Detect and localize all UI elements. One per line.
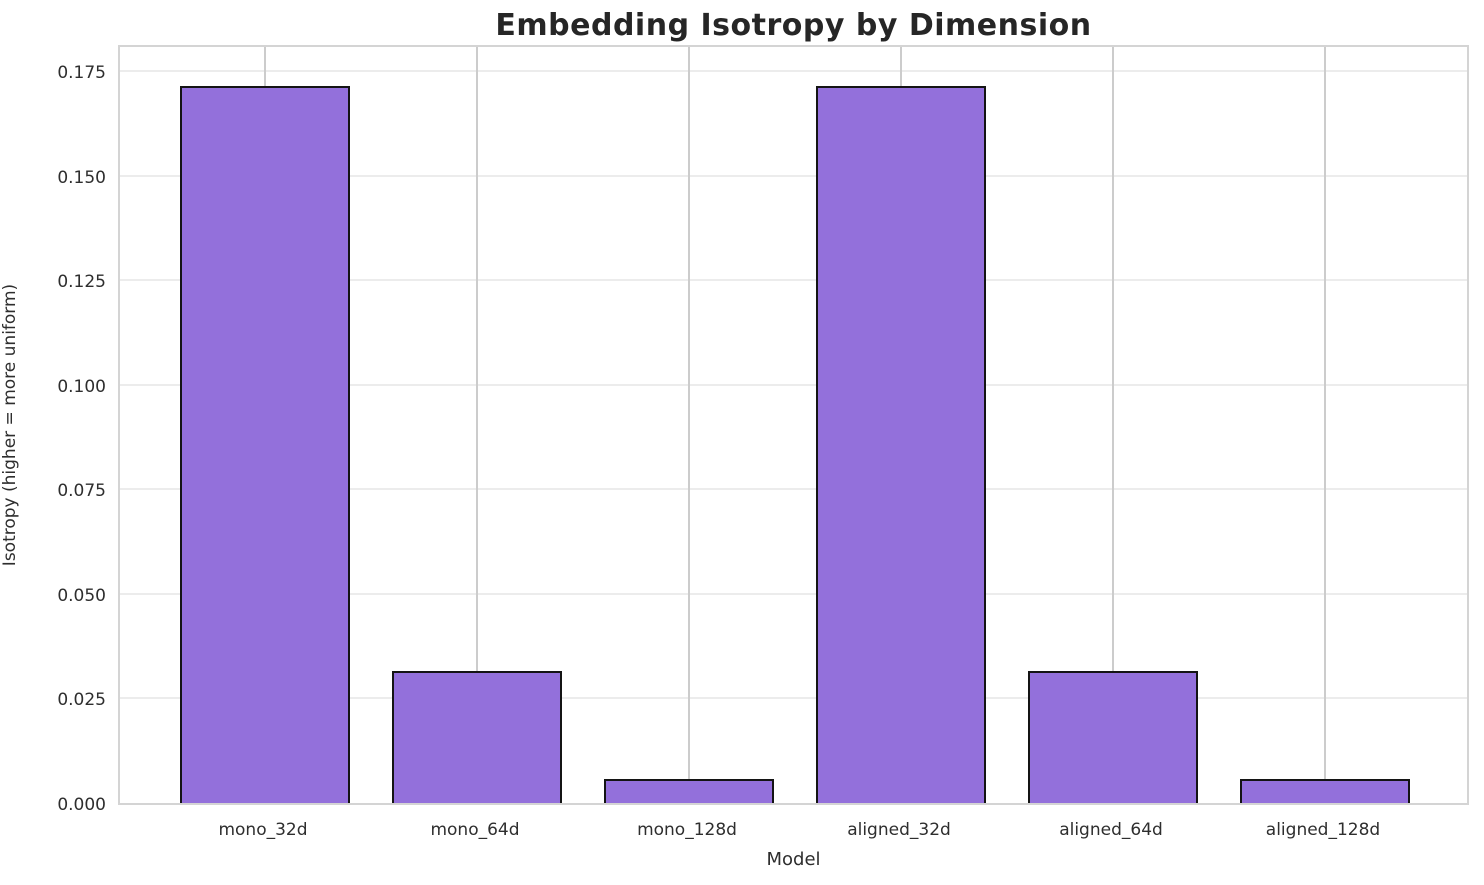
gridline-horizontal — [120, 383, 1467, 386]
plot-area — [118, 45, 1469, 805]
gridline-horizontal — [120, 279, 1467, 282]
x-tick-label-aligned_128d: aligned_128d — [1265, 820, 1381, 840]
chart-title: Embedding Isotropy by Dimension — [495, 8, 1092, 43]
x-tick-label-mono_128d: mono_128d — [637, 820, 737, 840]
gridline-horizontal — [120, 174, 1467, 177]
gridline-vertical — [1112, 47, 1114, 803]
y-tick-label: 0.150 — [57, 167, 106, 188]
bar-aligned_64d — [1028, 670, 1198, 803]
gridline-horizontal — [120, 697, 1467, 700]
x-tick-label-aligned_64d: aligned_64d — [1059, 820, 1163, 840]
y-tick-label: 0.025 — [57, 690, 106, 711]
y-tick-label: 0.050 — [57, 585, 106, 606]
gridline-vertical — [688, 47, 690, 803]
bar-aligned_128d — [1240, 779, 1410, 803]
x-axis-label: Model — [766, 849, 821, 870]
y-tick-label: 0.075 — [57, 481, 106, 502]
x-tick-label-aligned_32d: aligned_32d — [847, 820, 951, 840]
bar-mono_128d — [604, 779, 774, 803]
y-axis-label: Isotropy (higher = more uniform) — [0, 283, 20, 567]
gridline-horizontal — [120, 70, 1467, 73]
y-tick-label: 0.100 — [57, 376, 106, 397]
bar-mono_32d — [180, 85, 350, 803]
gridline-vertical — [476, 47, 478, 803]
x-tick-label-mono_32d: mono_32d — [218, 820, 308, 840]
y-tick-label: 0.175 — [57, 63, 106, 84]
bar-aligned_32d — [816, 85, 986, 803]
bar-mono_64d — [392, 670, 562, 803]
y-tick-label: 0.000 — [57, 795, 106, 815]
x-tick-label-mono_64d: mono_64d — [430, 820, 520, 840]
gridline-horizontal — [120, 488, 1467, 491]
gridline-horizontal — [120, 592, 1467, 595]
gridline-vertical — [1324, 47, 1326, 803]
y-tick-label: 0.125 — [57, 272, 106, 293]
